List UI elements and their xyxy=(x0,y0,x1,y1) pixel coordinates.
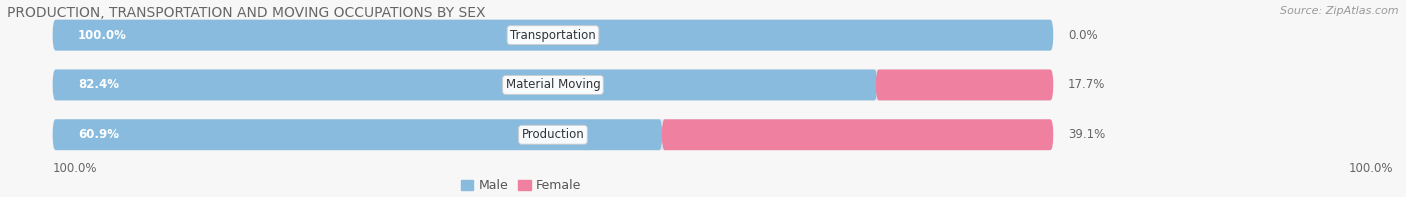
Text: 17.7%: 17.7% xyxy=(1069,78,1105,91)
Text: PRODUCTION, TRANSPORTATION AND MOVING OCCUPATIONS BY SEX: PRODUCTION, TRANSPORTATION AND MOVING OC… xyxy=(7,6,485,20)
FancyBboxPatch shape xyxy=(876,70,1053,100)
FancyBboxPatch shape xyxy=(52,119,662,150)
FancyBboxPatch shape xyxy=(52,70,1053,100)
Legend: Male, Female: Male, Female xyxy=(456,174,586,197)
FancyBboxPatch shape xyxy=(52,20,1053,51)
FancyBboxPatch shape xyxy=(52,20,1053,51)
Text: 100.0%: 100.0% xyxy=(53,162,97,175)
Text: Transportation: Transportation xyxy=(510,29,596,42)
Text: 0.0%: 0.0% xyxy=(1069,29,1098,42)
FancyBboxPatch shape xyxy=(52,70,877,100)
Text: 82.4%: 82.4% xyxy=(77,78,118,91)
Text: Source: ZipAtlas.com: Source: ZipAtlas.com xyxy=(1281,6,1399,16)
Text: 60.9%: 60.9% xyxy=(77,128,118,141)
Text: 100.0%: 100.0% xyxy=(77,29,127,42)
FancyBboxPatch shape xyxy=(52,119,1053,150)
Text: Production: Production xyxy=(522,128,585,141)
Text: Material Moving: Material Moving xyxy=(506,78,600,91)
Text: 39.1%: 39.1% xyxy=(1069,128,1105,141)
Text: 100.0%: 100.0% xyxy=(1348,162,1393,175)
FancyBboxPatch shape xyxy=(662,119,1053,150)
